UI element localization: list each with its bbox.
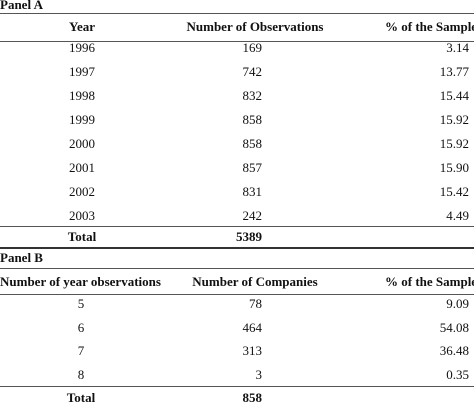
table-cell: 15.44	[439, 88, 469, 103]
table-cell: 858	[242, 112, 263, 127]
table-cell: 169	[242, 40, 263, 55]
column-header: Number of year observations	[0, 274, 161, 289]
table-cell: 54.08	[439, 319, 469, 335]
rule	[0, 247, 474, 249]
panel-label: Panel A	[0, 0, 43, 12]
column-header: Number of Companies	[192, 274, 318, 289]
total-cell: Total	[66, 390, 96, 405]
table-cell: 15.42	[439, 184, 469, 199]
table-cell: 15.90	[439, 160, 469, 175]
table-cell: 4.49	[446, 208, 469, 223]
table-cell: 3	[255, 367, 263, 383]
rule	[0, 268, 474, 269]
total-cell: 858	[242, 390, 263, 405]
table-cell: 15.92	[439, 112, 469, 127]
column-header: Year	[69, 19, 95, 34]
table-cell: 5	[77, 296, 85, 311]
rule	[0, 386, 474, 387]
table-cell: 15.92	[439, 136, 469, 151]
table-cell: 242	[242, 208, 263, 223]
table-cell: 2000	[69, 136, 95, 151]
table-cell: 0.35	[446, 367, 469, 383]
table-cell: 2002	[69, 184, 95, 199]
rule	[0, 226, 474, 227]
panel-label: Panel B	[0, 250, 43, 265]
table-cell: 9.09	[446, 296, 469, 311]
table-cell: 1996	[69, 40, 95, 55]
rule	[0, 294, 474, 295]
column-header: % of the Sample	[385, 19, 474, 34]
table-cell: 313	[242, 343, 263, 359]
table-cell: 8	[77, 367, 85, 383]
table-cell: 858	[242, 136, 263, 151]
table-cell: 742	[242, 64, 263, 79]
table-cell: 831	[242, 184, 263, 199]
total-cell: Total	[67, 229, 97, 244]
total-cell: 5389	[236, 229, 262, 244]
rule	[0, 41, 474, 42]
table-cell: 78	[249, 296, 262, 311]
table-cell: 832	[242, 88, 263, 103]
table-cell: 464	[242, 319, 263, 335]
table-cell: 1998	[69, 88, 95, 103]
column-header: Number of Observations	[186, 19, 324, 34]
table-cell: 1999	[69, 112, 95, 127]
table-cell: 1997	[69, 64, 95, 79]
table-cell: 13.77	[439, 64, 469, 79]
table-cell: 7	[77, 343, 85, 359]
table-cell: 3.14	[446, 40, 469, 55]
column-header: % of the Sample	[385, 274, 474, 289]
rule	[0, 13, 474, 14]
table-cell: 6	[77, 319, 85, 335]
table-cell: 2001	[69, 160, 95, 175]
table-cell: 857	[242, 160, 263, 175]
table-cell: 36.48	[439, 343, 469, 359]
table-cell: 2003	[69, 208, 95, 223]
